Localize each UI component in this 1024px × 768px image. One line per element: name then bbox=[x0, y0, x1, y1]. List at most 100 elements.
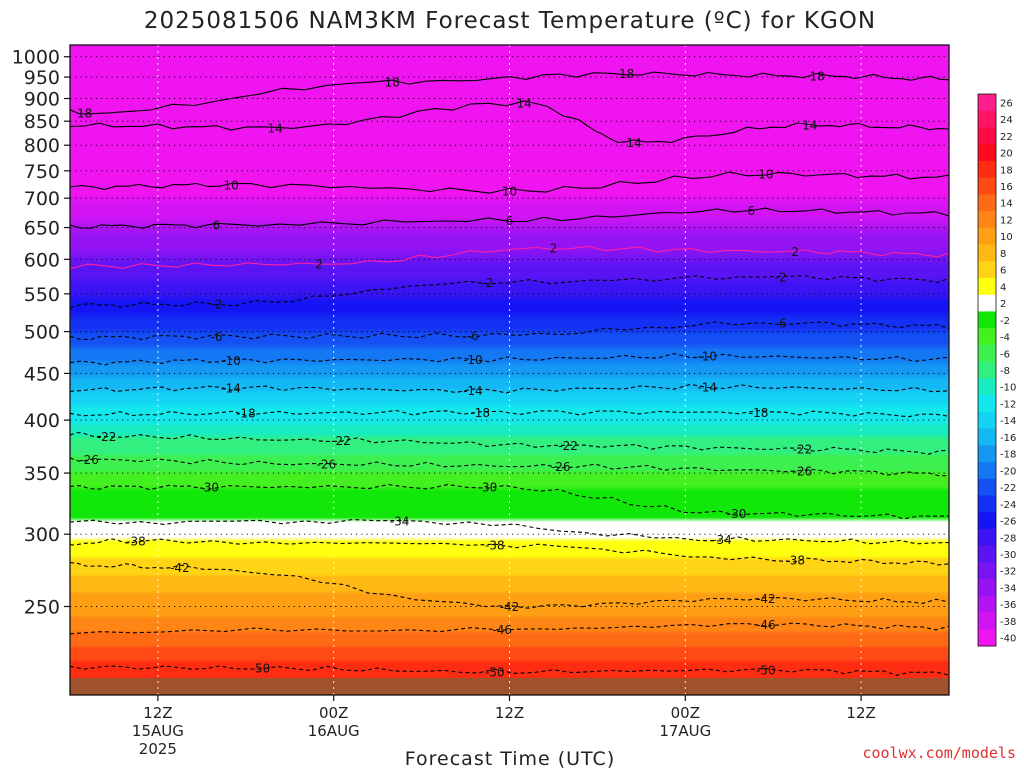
y-tick-label: 500 bbox=[24, 322, 60, 344]
contour-label: 18 bbox=[77, 106, 92, 120]
contour-line bbox=[70, 518, 949, 545]
colorbar-swatch bbox=[978, 294, 996, 312]
contour-label: -14 bbox=[697, 380, 717, 394]
colorbar-label: 4 bbox=[1000, 282, 1006, 293]
colorbar-swatch bbox=[978, 278, 996, 296]
colorbar-swatch bbox=[978, 110, 996, 128]
contour-label: 6 bbox=[506, 214, 514, 228]
contour-label: -50 bbox=[756, 664, 776, 678]
contour-label: -2 bbox=[482, 276, 494, 290]
contour-label: -6 bbox=[467, 329, 479, 343]
contour-label: -26 bbox=[793, 464, 813, 478]
y-tick-label: 700 bbox=[24, 188, 60, 210]
contour-label: -14 bbox=[221, 381, 241, 395]
colorbar-label: -22 bbox=[1000, 483, 1016, 494]
colorbar-label: -38 bbox=[1000, 617, 1016, 628]
colorbar-swatch bbox=[978, 512, 996, 530]
colorbar-label: -28 bbox=[1000, 533, 1016, 544]
colorbar-swatch bbox=[978, 528, 996, 547]
contour-label: -34 bbox=[390, 515, 410, 529]
colorbar-label: -26 bbox=[1000, 517, 1016, 528]
colorbar-label: 24 bbox=[1000, 115, 1013, 126]
x-axis-label: Forecast Time (UTC) bbox=[405, 748, 615, 768]
x-tick-label: 12Z bbox=[143, 704, 172, 722]
y-tick-label: 450 bbox=[24, 363, 60, 385]
contour-label: 2 bbox=[315, 257, 323, 271]
y-tick-label: 800 bbox=[24, 135, 60, 157]
contour-line bbox=[70, 432, 949, 455]
contour-line bbox=[70, 71, 949, 115]
x-tick-label: 2025 bbox=[139, 740, 177, 758]
contour-line bbox=[70, 171, 949, 194]
contour-line bbox=[70, 457, 949, 477]
colorbar-label: 14 bbox=[1000, 199, 1013, 210]
colorbar-swatch bbox=[978, 211, 996, 229]
contour-label: 10 bbox=[502, 184, 517, 198]
colorbar-label: -24 bbox=[1000, 500, 1016, 511]
colorbar-label: -18 bbox=[1000, 450, 1016, 461]
x-tick-label: 12Z bbox=[495, 704, 524, 722]
contour-label: -18 bbox=[749, 406, 769, 420]
colorbar-swatch bbox=[978, 160, 996, 179]
contour-label: 18 bbox=[619, 67, 634, 81]
colorbar-swatch bbox=[978, 194, 996, 212]
colorbar-swatch bbox=[978, 261, 996, 279]
contour-line bbox=[70, 483, 949, 520]
contour-line bbox=[70, 275, 949, 309]
contour-label: 2 bbox=[550, 242, 558, 256]
colorbar-label: -14 bbox=[1000, 416, 1016, 427]
contour-label: -10 bbox=[463, 353, 483, 367]
colorbar-legend: 26 24 22 20 18 16 14 12 10 8 6 4 2 -2 -4 -6 -8 -10 -12 -14 -… bbox=[977, 93, 1016, 647]
x-tick-label: 17AUG bbox=[659, 722, 711, 740]
contour-label: -22 bbox=[97, 430, 117, 444]
colorbar-label: 22 bbox=[1000, 132, 1013, 143]
contour-line bbox=[70, 207, 949, 229]
colorbar-label: -36 bbox=[1000, 600, 1016, 611]
grid-lines bbox=[70, 45, 949, 695]
colorbar-swatch bbox=[978, 127, 996, 145]
colorbar-swatch bbox=[978, 478, 996, 496]
contour-label: -42 bbox=[500, 600, 520, 614]
y-tick-label: 400 bbox=[24, 410, 60, 432]
x-tick-label: 16AUG bbox=[308, 722, 360, 740]
colorbar-label: -40 bbox=[1000, 634, 1016, 645]
contour-label: 10 bbox=[224, 178, 239, 192]
contour-label: 2 bbox=[791, 245, 799, 259]
colorbar-swatch bbox=[978, 428, 996, 446]
y-tick-label: 900 bbox=[24, 89, 60, 111]
colorbar-label: 26 bbox=[1000, 98, 1013, 109]
x-tick-label: 00Z bbox=[319, 704, 348, 722]
colorbar-swatch bbox=[978, 311, 996, 329]
contour-label: -22 bbox=[558, 439, 578, 453]
colorbar-label: -32 bbox=[1000, 567, 1016, 578]
contour-label: -30 bbox=[727, 507, 747, 521]
contour-label: -6 bbox=[211, 330, 223, 344]
colorbar-label: -6 bbox=[1000, 349, 1010, 360]
contour-label: 6 bbox=[747, 204, 755, 218]
colorbar-swatch bbox=[978, 395, 996, 413]
colorbar-frame bbox=[977, 93, 997, 647]
x-tick-label: 12Z bbox=[846, 704, 875, 722]
colorbar-label: -20 bbox=[1000, 466, 1016, 477]
colorbar-swatch bbox=[978, 361, 996, 379]
colorbar-swatch bbox=[978, 445, 996, 463]
contour-label: -42 bbox=[170, 561, 190, 575]
contour-label: -10 bbox=[697, 350, 717, 364]
contour-label: -26 bbox=[317, 458, 337, 472]
colorbar-label: -12 bbox=[1000, 399, 1016, 410]
contour-line bbox=[70, 409, 949, 418]
contour-line bbox=[70, 100, 949, 144]
y-tick-label: 650 bbox=[24, 218, 60, 240]
contour-label: 14 bbox=[517, 96, 532, 110]
colorbar-swatch bbox=[978, 227, 996, 245]
contour-lines: 18 18 18 18 14 14 14 14 10 10 10 6 6 6 2 2 2 -2 -2 -2 -6 -6 -6… bbox=[70, 67, 949, 679]
colorbar-swatch bbox=[978, 545, 996, 563]
contour-label: 18 bbox=[385, 76, 400, 90]
contour-label: -46 bbox=[756, 618, 776, 632]
x-tick-label: 00Z bbox=[671, 704, 700, 722]
chart-title: 2025081506 NAM3KM Forecast Temperature (… bbox=[144, 8, 876, 34]
contour-line bbox=[70, 538, 949, 566]
colorbar-swatch bbox=[978, 562, 996, 580]
y-tick-label: 550 bbox=[24, 284, 60, 306]
